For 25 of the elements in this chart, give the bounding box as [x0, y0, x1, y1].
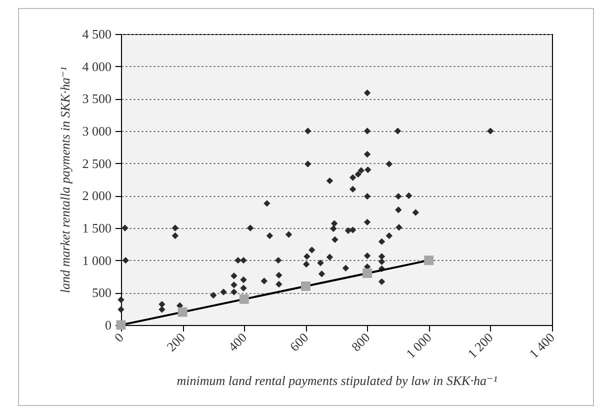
x-tick-label: 1 200 — [464, 330, 496, 362]
x-tick-label: 1 000 — [403, 330, 434, 362]
x-tick-label: 800 — [348, 330, 373, 354]
y-tick-label: 1 000 — [82, 252, 112, 268]
y-tick-label: 3 000 — [82, 124, 112, 138]
x-tick-label: 600 — [286, 330, 312, 354]
point — [424, 256, 434, 266]
y-tick-label: 3 500 — [82, 91, 112, 106]
point — [300, 281, 310, 291]
x-tick-label: 1 400 — [526, 330, 558, 362]
y-tick-label: 2 500 — [82, 156, 112, 171]
y-tick-label: 4 000 — [82, 58, 112, 74]
y-axis-title: land market rentalla payments in SKK·ha⁻¹ — [57, 66, 72, 294]
y-tick-label: 2 000 — [82, 188, 112, 204]
y-tick-label: 1 500 — [82, 220, 112, 236]
point — [178, 307, 188, 317]
x-axis-title: minimum land rental payments stipulated by law in SKK·ha⁻¹ — [176, 373, 498, 388]
y-tick-label: 0 — [105, 318, 112, 332]
x-tick-label: 400 — [225, 330, 250, 354]
y-tick-label: 500 — [92, 285, 112, 300]
x-tick-label: 0 — [111, 330, 126, 346]
x-tick-label: 200 — [164, 330, 188, 354]
point — [239, 294, 249, 304]
point — [362, 268, 372, 278]
y-tick-label: 4 500 — [82, 26, 112, 42]
